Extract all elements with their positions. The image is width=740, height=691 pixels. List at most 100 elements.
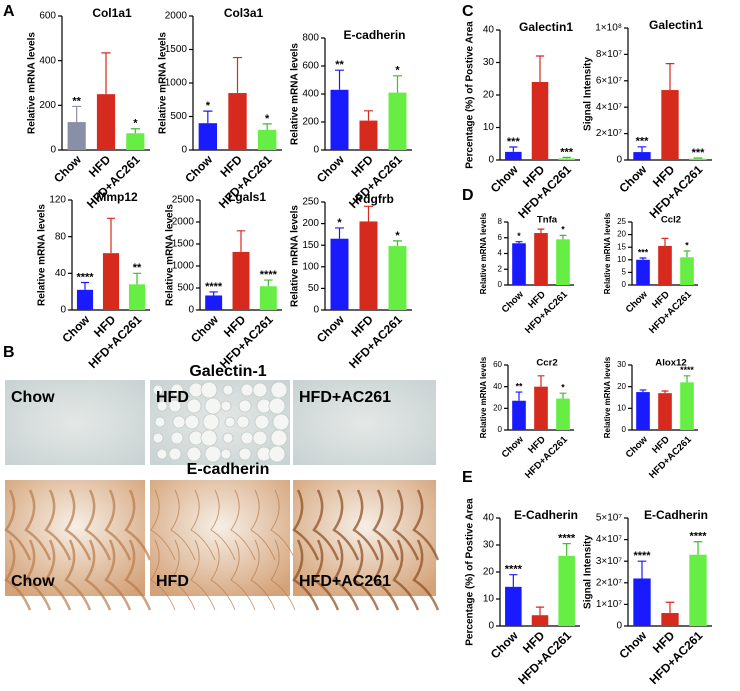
y-tick-label: 2000 bbox=[165, 11, 188, 22]
significance: **** bbox=[689, 531, 707, 543]
y-tick-label: 200 bbox=[302, 117, 319, 128]
significance: * bbox=[337, 217, 342, 229]
bar bbox=[636, 392, 650, 430]
y-tick-label: 0 bbox=[313, 145, 319, 156]
y-tick-label: 40 bbox=[55, 268, 67, 279]
bar bbox=[330, 89, 349, 150]
lipid-droplet bbox=[186, 398, 202, 414]
y-tick-label: 25 bbox=[617, 217, 626, 226]
error-bar bbox=[661, 390, 669, 394]
error-bar bbox=[559, 392, 567, 399]
error-bar bbox=[683, 375, 691, 383]
y-tick-label: 20 bbox=[483, 567, 495, 578]
y-tick-label: 40 bbox=[483, 25, 495, 36]
significance: *** bbox=[507, 136, 521, 148]
micrograph bbox=[293, 380, 436, 465]
bar bbox=[505, 151, 522, 160]
y-tick-label: 0 bbox=[622, 280, 627, 289]
significance: * bbox=[265, 113, 270, 125]
bar bbox=[531, 82, 549, 160]
chart-title: Tnfa bbox=[537, 215, 558, 226]
y-tick-label: 0 bbox=[188, 305, 194, 316]
chart-title: Col3a1 bbox=[224, 6, 264, 20]
lipid-droplet bbox=[252, 382, 268, 398]
bar bbox=[359, 221, 378, 310]
lipid-droplet bbox=[200, 429, 218, 447]
y-tick-label: 50 bbox=[308, 283, 320, 294]
y-axis-label: Percentage (%) of Postive Area bbox=[465, 21, 476, 169]
membrane-stain bbox=[292, 539, 320, 611]
error-bar bbox=[80, 281, 90, 290]
bar bbox=[228, 93, 247, 150]
y-tick-label: 800 bbox=[302, 33, 319, 44]
y-tick-label: 600 bbox=[39, 11, 56, 22]
membrane-stain bbox=[44, 489, 72, 561]
membrane-stain bbox=[372, 539, 400, 611]
y-tick-label: 500 bbox=[177, 283, 194, 294]
membrane-stain bbox=[332, 489, 360, 561]
membrane-stain bbox=[170, 539, 196, 611]
lipid-droplet bbox=[270, 429, 288, 447]
lipid-droplet bbox=[156, 400, 168, 412]
lipid-droplet bbox=[200, 381, 218, 399]
y-tick-label: 6 bbox=[498, 233, 503, 242]
y-tick-label: 40 bbox=[493, 382, 502, 391]
y-tick-label: 0 bbox=[488, 621, 494, 632]
y-tick-label: 1500 bbox=[172, 239, 195, 250]
lipid-droplet bbox=[168, 399, 182, 413]
x-tick-label: Chow bbox=[314, 152, 347, 185]
lipid-droplet bbox=[184, 414, 200, 430]
y-tick-label: 2500 bbox=[172, 195, 195, 206]
significance: * bbox=[561, 382, 565, 392]
error-bar bbox=[559, 234, 567, 240]
y-tick-label: 100 bbox=[302, 261, 319, 272]
lipid-droplet bbox=[238, 399, 252, 413]
error-bar bbox=[509, 574, 518, 587]
error-bar bbox=[665, 63, 675, 91]
error-bar bbox=[262, 123, 272, 130]
bar bbox=[531, 615, 549, 626]
bar bbox=[232, 251, 250, 310]
y-tick-label: 1500 bbox=[165, 44, 188, 55]
significance: **** bbox=[505, 564, 523, 576]
y-tick-label: 5×10⁷ bbox=[596, 513, 623, 524]
bar bbox=[96, 94, 116, 150]
lipid-droplet bbox=[204, 445, 222, 463]
y-tick-label: 500 bbox=[170, 111, 187, 122]
membrane-stain bbox=[412, 489, 440, 561]
membrane-stain bbox=[24, 539, 52, 611]
y-tick-label: 0 bbox=[181, 145, 187, 156]
chart-title: E-cadherin bbox=[343, 28, 405, 42]
significance: ** bbox=[133, 262, 142, 274]
lipid-droplet bbox=[268, 397, 286, 415]
error-bar bbox=[232, 56, 243, 94]
y-tick-label: 0 bbox=[60, 305, 66, 316]
chart-title: Galectin1 bbox=[519, 20, 573, 34]
chart-title: Mmp12 bbox=[96, 190, 138, 204]
error-bar bbox=[335, 69, 344, 90]
error-bar bbox=[393, 240, 402, 247]
panel-label: A bbox=[3, 3, 15, 20]
bar bbox=[556, 398, 570, 430]
bar bbox=[512, 400, 526, 430]
x-tick-label: Chow bbox=[616, 628, 649, 661]
significance: * bbox=[685, 240, 689, 250]
membrane-stain bbox=[230, 539, 256, 611]
y-tick-label: 1000 bbox=[172, 261, 195, 272]
y-tick-label: 0 bbox=[622, 425, 627, 434]
panel-label: D bbox=[462, 187, 474, 204]
significance: * bbox=[517, 231, 521, 241]
membrane-stain bbox=[312, 489, 340, 561]
significance: ** bbox=[516, 381, 523, 391]
error-bar bbox=[693, 541, 703, 555]
micrograph-label: HFD bbox=[156, 389, 189, 406]
y-tick-label: 2×10⁷ bbox=[596, 128, 623, 139]
bar bbox=[128, 284, 146, 310]
membrane-stain bbox=[332, 539, 360, 611]
error-bar bbox=[515, 391, 523, 401]
lipid-droplet bbox=[268, 445, 286, 463]
y-axis-label: Relative mRNA levels bbox=[479, 212, 488, 294]
error-bar bbox=[364, 205, 373, 222]
membrane-stain bbox=[190, 539, 216, 611]
significance: * bbox=[206, 100, 211, 112]
